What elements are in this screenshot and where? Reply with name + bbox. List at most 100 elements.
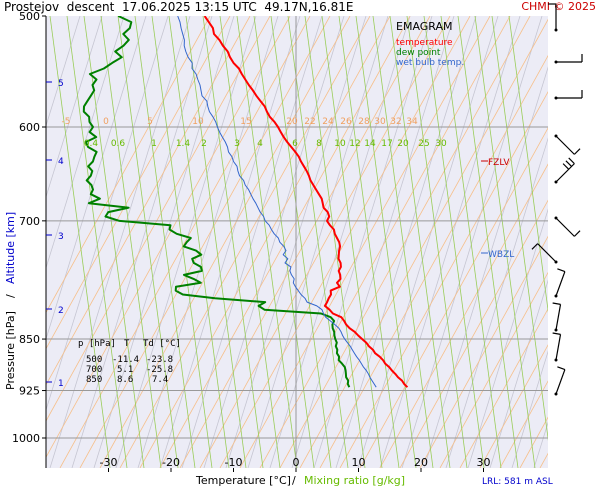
wind-barb-feather — [573, 148, 581, 155]
wind-barb-staff — [555, 369, 566, 395]
table-row-td: 7.4 — [152, 375, 168, 385]
altitude-tick-label: 5 — [58, 79, 64, 89]
fzlv-label: FZLV — [488, 158, 510, 168]
dry-adiabat-line — [423, 66, 548, 468]
mixing-ratio-label: 3 — [234, 139, 240, 149]
mixing-ratio-line — [202, 16, 264, 468]
dry-adiabat-line — [203, 16, 345, 468]
moist-adiabat-line — [459, 308, 548, 468]
wind-barb — [554, 268, 566, 298]
moist-adiabat-line — [580, 16, 600, 468]
wind-barb-staff — [555, 304, 562, 331]
mixing-ratio-label: 20 — [397, 139, 409, 149]
legend-wet-bulb: wet bulb temp. — [396, 58, 464, 68]
altitude-tick-label: 3 — [58, 232, 64, 242]
moist-adiabat-line — [439, 271, 548, 468]
moist-adiabat-line — [399, 199, 548, 468]
footer-lrl: LRL: 581 m ASL — [482, 477, 553, 487]
mixing-ratio-line — [338, 16, 400, 468]
sounding-mode: descent — [66, 0, 115, 14]
wind-barb — [554, 157, 575, 184]
mixing-ratio-line — [117, 16, 179, 468]
theta-label: 32 — [390, 117, 401, 127]
mixing-ratio-label: 0.4 — [84, 139, 99, 149]
level-wbzl: WBZL — [481, 250, 514, 260]
mixing-ratio-line — [185, 16, 247, 468]
x-tick-label: 0 — [293, 456, 300, 469]
mixing-ratio-line — [100, 16, 162, 468]
mixing-ratio-line — [253, 16, 315, 468]
moist-adiabat-line — [79, 16, 331, 468]
mixing-ratio-label: 17 — [381, 139, 392, 149]
moist-adiabat-line — [179, 16, 431, 468]
moist-adiabat-line — [359, 127, 548, 468]
y-tick-label: 1000 — [12, 432, 40, 445]
theta-label: -5 — [62, 117, 71, 127]
x-tick-label: 10 — [352, 456, 366, 469]
theta-label: 26 — [340, 117, 352, 127]
table-row-t: -11.4 — [112, 355, 139, 365]
values-table: p [hPa] T Td [°C] 500 -11.4 -23.8 700 5.… — [78, 339, 181, 385]
dry-adiabat-line — [49, 16, 191, 468]
y-tick-label: 925 — [19, 385, 40, 398]
wind-barb — [554, 134, 581, 155]
theta-label: 20 — [286, 117, 298, 127]
copyright: CHMI © 2025 — [521, 0, 596, 13]
x-tick-label: 20 — [414, 456, 428, 469]
wind-barb-base — [554, 392, 558, 396]
mixing-ratio-label: 30 — [435, 139, 447, 149]
temperature-line — [203, 16, 409, 388]
mixing-ratio-line — [287, 16, 349, 468]
moist-adiabat-line — [539, 452, 548, 468]
axis-y-pressure-label: Pressure [hPa] — [4, 311, 17, 390]
dry-adiabat-line — [511, 350, 548, 468]
chart-title: Prostejov descent 17.06.2025 13:15 UTC 4… — [4, 0, 353, 14]
wbzl-label: WBZL — [488, 250, 514, 260]
theta-label: 0 — [103, 117, 109, 127]
mixing-ratio-line — [423, 16, 485, 468]
wet-bulb-line — [177, 16, 377, 388]
theta-label: 5 — [147, 117, 153, 127]
theta-label: 22 — [304, 117, 315, 127]
moist-adiabat-line — [119, 16, 371, 468]
x-tick-label: -30 — [100, 456, 118, 469]
wind-barb-feather — [565, 160, 572, 167]
station-coords: 49.17N,16.81E — [264, 0, 354, 14]
theta-label: 10 — [192, 117, 204, 127]
moist-adiabat-line — [339, 91, 548, 468]
plot-area — [46, 16, 548, 468]
moist-adiabat-line — [139, 16, 391, 468]
mixing-ratio-label: 14 — [364, 139, 376, 149]
theta-label: 30 — [374, 117, 386, 127]
mixing-ratio-line — [66, 16, 128, 468]
dry-adiabat-line — [335, 16, 477, 468]
table-row-td: -23.8 — [146, 355, 173, 365]
dry-adiabat-line — [181, 16, 323, 468]
mixing-ratio-label: 4 — [257, 139, 263, 149]
altitude-tick-label: 1 — [58, 379, 64, 389]
mixing-ratio-line — [355, 16, 417, 468]
axis-x-mixing-label: Mixing ratio [g/kg] — [304, 474, 405, 487]
dry-adiabat-line — [46, 16, 147, 341]
moist-adiabat-line — [46, 16, 251, 386]
axis-y-separator: / — [4, 294, 17, 298]
table-row-p: 700 — [86, 365, 102, 375]
mixing-ratio-line — [219, 16, 281, 468]
wind-barb-feather — [557, 366, 566, 371]
dry-adiabat-line — [379, 16, 521, 468]
mixing-ratio-label: 1.4 — [176, 139, 191, 149]
moist-adiabat-line — [479, 344, 548, 468]
mixing-ratio-line — [406, 16, 468, 468]
dry-adiabat-line — [445, 137, 548, 468]
wind-barb-feather — [531, 243, 539, 250]
mixing-ratio-label: 25 — [418, 139, 429, 149]
wind-barb — [554, 54, 583, 64]
table-row-p: 850 — [86, 375, 102, 385]
station-name: Prostejov — [4, 0, 60, 14]
mixing-ratio-label: 12 — [349, 139, 360, 149]
wind-barb-base — [554, 358, 558, 362]
moist-adiabat-line — [419, 235, 548, 468]
mixing-ratio-line — [321, 16, 383, 468]
dry-adiabat-line — [46, 16, 125, 270]
